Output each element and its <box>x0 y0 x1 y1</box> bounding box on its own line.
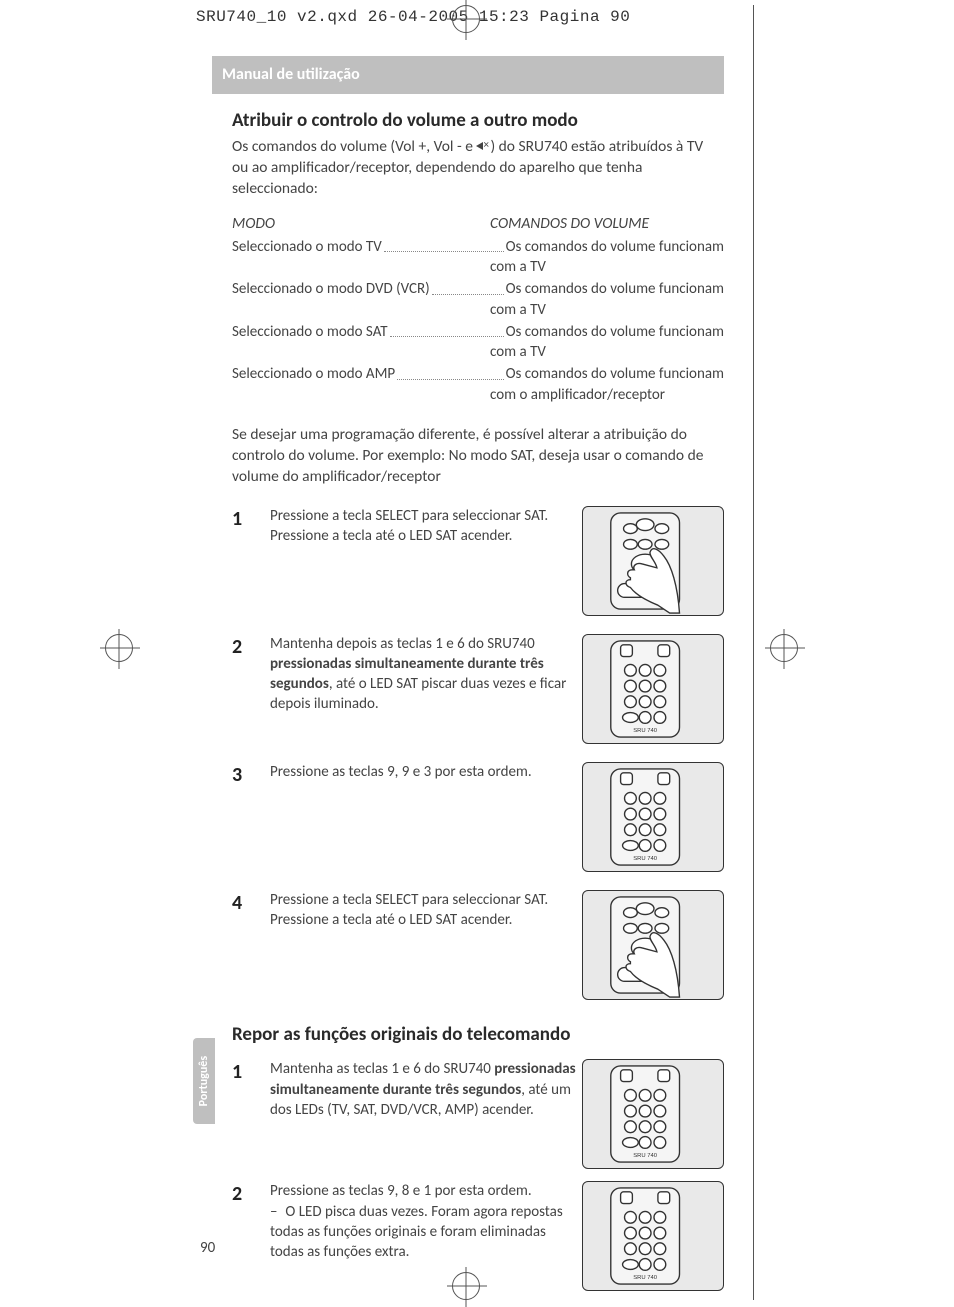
svg-text:SRU 740: SRU 740 <box>633 1276 658 1282</box>
remote-illustration: SRU 740 <box>582 1059 724 1169</box>
remote-illustration: SRU 740 <box>582 634 724 744</box>
table-row: Seleccionado o modo SAT Os comandos do vo… <box>232 322 724 342</box>
mode-desc-cont: com a TV <box>490 300 724 320</box>
language-tab-label: Português <box>196 1056 212 1106</box>
section1-title: Atribuir o controlo do volume a outro mo… <box>232 108 724 134</box>
step-text: Mantenha depois as teclas 1 e 6 do SRU74… <box>270 634 582 715</box>
step-row: 2 Mantenha depois as teclas 1 e 6 do SRU… <box>232 634 724 744</box>
registration-mark-left <box>105 634 133 662</box>
step-row: 1 Pressione a tecla SELECT para seleccio… <box>232 506 724 616</box>
step-row: 1 Mantenha as teclas 1 e 6 do SRU740 pre… <box>232 1059 724 1169</box>
mode-label: Seleccionado o modo SAT <box>232 322 388 342</box>
svg-text:SRU 740: SRU 740 <box>633 728 658 734</box>
print-header: SRU740_10 v2.qxd 26-04-2005 15:23 Pagina… <box>196 7 630 29</box>
leader-dots <box>390 317 504 337</box>
svg-text:SRU 740: SRU 740 <box>633 856 658 862</box>
mode-desc-cont: com a TV <box>490 342 724 362</box>
step-number: 4 <box>232 890 270 917</box>
step-row: 4 Pressione a tecla SELECT para seleccio… <box>232 890 724 1000</box>
table-row: Seleccionado o modo DVD (VCR) Os comandos… <box>232 279 724 299</box>
remote-illustration: SRU 740 <box>582 762 724 872</box>
mode-desc: Os comandos do volume funcionam <box>506 364 724 384</box>
page-number: 90 <box>200 1238 215 1258</box>
mode-label: Seleccionado o modo AMP <box>232 364 395 384</box>
step-text: Pressione as teclas 9, 9 e 3 por esta or… <box>270 762 582 782</box>
mode-desc: Os comandos do volume funcionam <box>506 322 724 342</box>
section1-steps: 1 Pressione a tecla SELECT para seleccio… <box>232 506 724 1000</box>
remote-illustration <box>582 890 724 1000</box>
col-header-comandos: COMANDOS DO VOLUME <box>490 214 649 235</box>
mode-desc-cont: com a TV <box>490 257 724 277</box>
section1-intro: Os comandos do volume (Vol +, Vol - e ) … <box>232 137 724 200</box>
registration-mark-right <box>770 634 798 662</box>
mode-desc: Os comandos do volume funcionam <box>506 237 724 257</box>
step-number: 1 <box>232 1059 270 1086</box>
table-row: Seleccionado o modo AMP Os comandos do vo… <box>232 364 724 384</box>
leader-dots <box>397 359 503 379</box>
manual-banner: Manual de utilização <box>212 56 724 94</box>
step-text: Mantenha as teclas 1 e 6 do SRU740 press… <box>270 1059 582 1120</box>
mode-desc-cont: com o amplificador/receptor <box>490 385 724 405</box>
step-text: Pressione a tecla SELECT para selecciona… <box>270 506 582 547</box>
mode-table: Seleccionado o modo TV Os comandos do vol… <box>232 237 724 405</box>
remote-illustration: SRU 740 <box>582 1181 724 1291</box>
registration-mark-top <box>452 5 480 33</box>
page-content: Manual de utilização Atribuir o controlo… <box>232 56 724 1291</box>
section2-title: Repor as funções originais do telecomand… <box>232 1022 724 1048</box>
language-tab: Português <box>193 1038 215 1124</box>
mute-icon <box>476 140 490 152</box>
mode-desc: Os comandos do volume funcionam <box>506 279 724 299</box>
intro-fragment-3: ou ao amplificador/receptor, dependendo … <box>232 158 642 198</box>
step-number: 3 <box>232 762 270 789</box>
step-number: 1 <box>232 506 270 533</box>
step-number: 2 <box>232 1181 270 1208</box>
step-number: 2 <box>232 634 270 661</box>
right-crop-rule <box>753 5 754 1300</box>
svg-text:SRU 740: SRU 740 <box>633 1154 658 1160</box>
intro-fragment-1: Os comandos do volume (Vol +, Vol - e <box>232 137 476 156</box>
step-row: 3 Pressione as teclas 9, 9 e 3 por esta … <box>232 762 724 872</box>
remote-illustration <box>582 506 724 616</box>
intro-fragment-2: ) do SRU740 estão atribuídos à TV <box>490 137 703 156</box>
step-row: 2 Pressione as teclas 9, 8 e 1 por esta … <box>232 1181 724 1291</box>
table-row: Seleccionado o modo TV Os comandos do vol… <box>232 237 724 257</box>
leader-dots <box>432 274 504 294</box>
mode-label: Seleccionado o modo DVD (VCR) <box>232 279 430 299</box>
step-text: Pressione as teclas 9, 8 e 1 por esta or… <box>270 1181 582 1262</box>
section1-para2: Se desejar uma programação diferente, é … <box>232 425 724 488</box>
leader-dots <box>384 232 504 252</box>
section2-steps: 1 Mantenha as teclas 1 e 6 do SRU740 pre… <box>232 1059 724 1291</box>
mode-label: Seleccionado o modo TV <box>232 237 382 257</box>
step-text: Pressione a tecla SELECT para selecciona… <box>270 890 582 931</box>
